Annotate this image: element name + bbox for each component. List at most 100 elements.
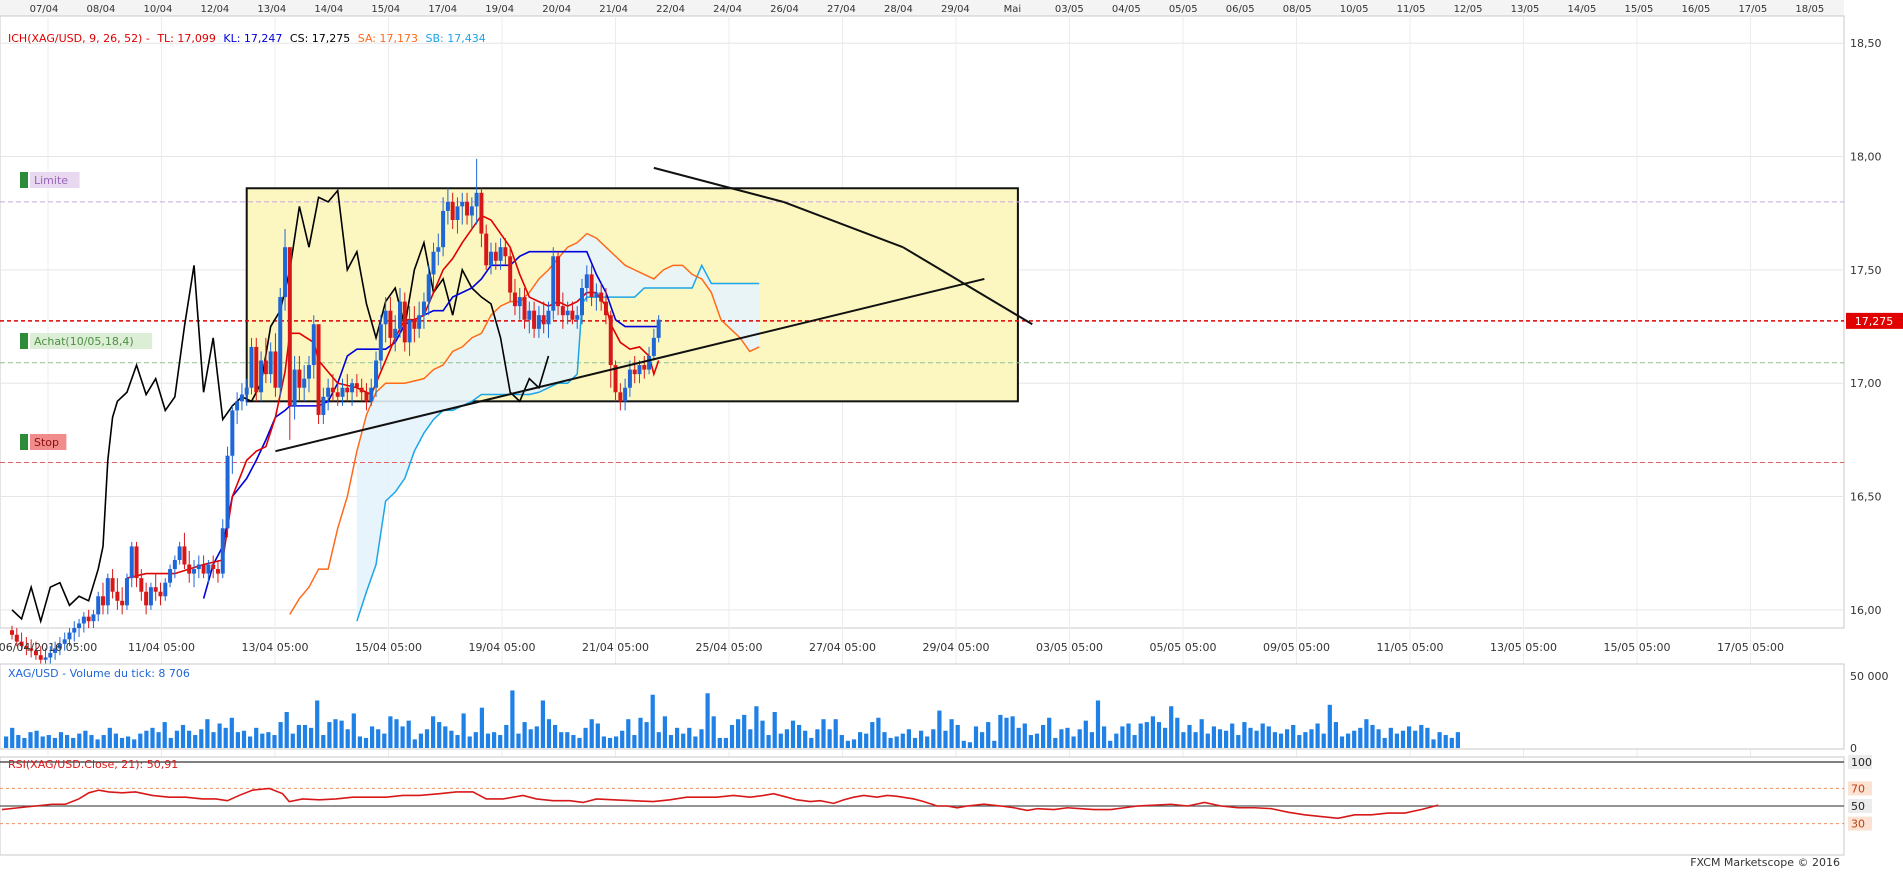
time-tick-label: 29/04 05:00 bbox=[923, 641, 990, 654]
trendlines[interactable] bbox=[275, 166, 1033, 453]
volume-bar bbox=[693, 736, 698, 748]
volume-bar bbox=[229, 717, 234, 748]
legend-sb: SB: 17,434 bbox=[426, 32, 486, 45]
volume-bar bbox=[376, 729, 381, 748]
price-axis: 18,50 18,00 17,50 17,00 16,50 16,00 bbox=[1850, 37, 1882, 617]
candle-body bbox=[53, 648, 58, 653]
candle-body bbox=[148, 587, 153, 606]
volume-bar bbox=[205, 719, 210, 748]
volume-bar bbox=[479, 707, 484, 748]
candle-body bbox=[263, 360, 268, 375]
volume-bar bbox=[534, 726, 539, 748]
volume-bar bbox=[1278, 733, 1284, 748]
volume-bar bbox=[351, 713, 356, 748]
time-tick-label: 19/04 05:00 bbox=[469, 641, 536, 654]
volume-bar bbox=[400, 726, 405, 748]
candle-body bbox=[393, 328, 398, 338]
candle-body bbox=[445, 201, 450, 211]
price-tick-label: 18,00 bbox=[1850, 151, 1882, 164]
order-tags[interactable]: Limite Achat(10/05,18,4) Stop bbox=[20, 172, 153, 450]
volume-bar bbox=[144, 730, 149, 748]
candle-body bbox=[455, 206, 460, 220]
volume-bar bbox=[949, 719, 954, 748]
buy-tag-box bbox=[30, 333, 153, 349]
limit-tag-marker bbox=[20, 172, 28, 188]
volume-bar bbox=[95, 739, 100, 748]
volume-bar bbox=[504, 724, 509, 748]
candle-body bbox=[235, 401, 240, 411]
chikou-line bbox=[11, 188, 550, 625]
top-date-label: Mai bbox=[1004, 4, 1022, 15]
volume-bar bbox=[339, 720, 344, 748]
time-tick-label: 27/04 05:00 bbox=[809, 641, 876, 654]
candle-body bbox=[172, 560, 177, 570]
candle-body bbox=[249, 346, 254, 388]
volume-bar bbox=[1419, 724, 1424, 748]
rsi-line bbox=[1, 787, 1439, 820]
volume-bar bbox=[278, 722, 283, 748]
volume-bar bbox=[1376, 729, 1381, 748]
volume-bar bbox=[22, 737, 27, 748]
volume-bar bbox=[528, 729, 533, 748]
volume-bar bbox=[675, 727, 680, 748]
volume-bar bbox=[784, 729, 789, 748]
volume-bar bbox=[668, 735, 674, 748]
candle-body bbox=[297, 369, 302, 388]
volume-panel[interactable]: 50 000 0 XAG/USD - Volume du tick: 8 706 bbox=[0, 663, 1889, 755]
candle-body bbox=[508, 256, 513, 293]
legend-prefix: ICH(XAG/USD, 9, 26, 52) - bbox=[8, 32, 150, 45]
volume-bar bbox=[217, 723, 222, 748]
candle-body bbox=[493, 251, 498, 261]
rsi-tick-label: 70 bbox=[1851, 782, 1865, 795]
candle-body bbox=[259, 360, 264, 393]
top-date-label: 12/04 bbox=[200, 4, 229, 15]
top-date-label: 16/05 bbox=[1681, 4, 1710, 15]
candle-body bbox=[10, 630, 14, 635]
stop-tag-label: Stop bbox=[34, 436, 59, 449]
volume-bar bbox=[882, 732, 887, 748]
rsi-tick-label: 100 bbox=[1851, 756, 1872, 769]
volume-bar bbox=[296, 724, 301, 748]
candle-body bbox=[575, 315, 580, 320]
rsi-tick-bg bbox=[1848, 799, 1872, 813]
volume-bar bbox=[516, 733, 521, 748]
time-tick-label: 17/05 05:00 bbox=[1717, 641, 1784, 654]
top-date-label: 13/05 bbox=[1511, 4, 1540, 15]
volume-bar bbox=[1108, 740, 1113, 748]
volume-bar bbox=[1285, 729, 1290, 748]
candle-body bbox=[33, 650, 38, 656]
candle-body bbox=[656, 319, 661, 338]
candle-body bbox=[556, 256, 561, 307]
rsi-axis: 100 70 50 30 bbox=[1848, 755, 1872, 831]
volume-bar bbox=[1346, 733, 1351, 748]
candle-body bbox=[364, 392, 369, 402]
volume-bar bbox=[52, 737, 57, 748]
volume-bar bbox=[815, 729, 820, 748]
price-panel[interactable]: 18,50 18,00 17,50 17,00 16,50 16,00 Limite Ach… bbox=[0, 15, 1903, 855]
candle-body bbox=[105, 578, 110, 606]
rsi-tick-bg bbox=[1848, 816, 1872, 831]
candle-body bbox=[536, 315, 541, 329]
candle-body bbox=[565, 310, 570, 316]
price-tick-label: 17,00 bbox=[1850, 377, 1882, 390]
volume-bar bbox=[717, 737, 722, 748]
candle-body bbox=[287, 247, 292, 406]
candle-body bbox=[77, 623, 82, 628]
volume-bar bbox=[443, 726, 448, 748]
volume-bar bbox=[449, 730, 454, 748]
volume-bar bbox=[1004, 717, 1009, 748]
candle-body bbox=[254, 346, 259, 393]
rsi-tick-label: 50 bbox=[1851, 800, 1865, 813]
volume-bar bbox=[28, 732, 33, 748]
volume-bar bbox=[223, 727, 228, 748]
current-price-tag: 17,275 bbox=[1846, 312, 1903, 329]
candle-body bbox=[101, 596, 106, 606]
top-date-label: 08/05 bbox=[1283, 4, 1312, 15]
volume-bar bbox=[16, 735, 21, 748]
time-tick-label: 11/04 05:00 bbox=[128, 641, 195, 654]
candle-body bbox=[527, 310, 532, 320]
rsi-panel[interactable]: 100 70 50 30 RSI(XAG/USD.Close, 21): 50,91 bbox=[0, 755, 1872, 856]
volume-bar bbox=[736, 719, 741, 748]
candle-body bbox=[383, 310, 388, 325]
